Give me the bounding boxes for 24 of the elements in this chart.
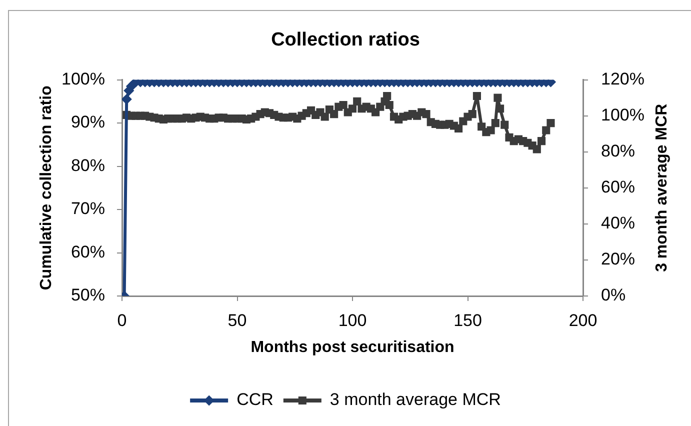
y2-tick-label: 120% [601,69,644,88]
legend-label: CCR [236,390,274,410]
y2-tick-label: 100% [601,106,644,125]
x-tick-label: 50 [228,310,247,330]
x-tick-label: 0 [117,310,127,330]
y-tick-label: 70% [70,199,105,218]
y2-tick-label: 80% [601,142,636,161]
y-tick-label: 90% [70,112,105,132]
x-tick-label: 100 [338,310,367,330]
y-tick-label: 80% [70,156,105,175]
x-tick-label: 200 [568,310,598,330]
y-tick-label: 60% [70,242,105,262]
y-tick-label: 50% [70,286,105,305]
chart-title: Collection ratios [271,30,420,51]
x-axis-title: Months post securitisation [250,338,454,356]
y2-tick-label: 20% [601,250,636,269]
y2-tick-label: 0% [601,286,626,305]
legend-label: 3 month average MCR [330,390,501,410]
y2-tick-label: 60% [601,178,636,197]
y-tick-label: 100% [62,69,105,88]
y-axis-title: Cumulative collection ratio [38,85,56,290]
y2-axis-title: 3 month average MCR [653,103,670,272]
y2-tick-label: 40% [601,214,636,233]
x-tick-label: 150 [454,310,482,330]
